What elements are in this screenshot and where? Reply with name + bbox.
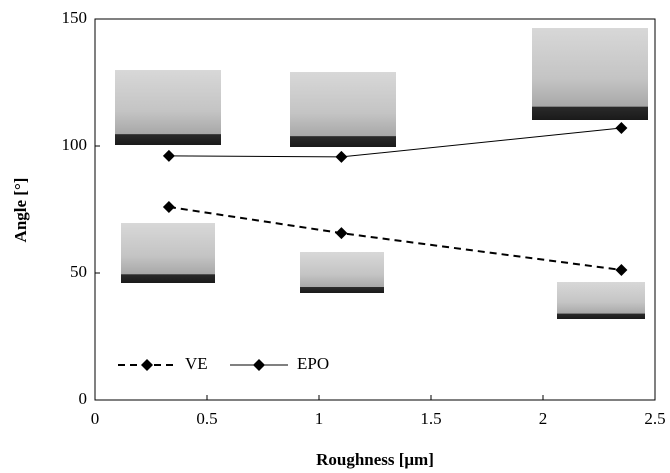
droplet-photo <box>115 70 221 145</box>
y-tick-label: 150 <box>62 8 88 27</box>
x-axis-title: Roughness [μm] <box>316 450 434 469</box>
point-marker <box>335 227 348 240</box>
series-line <box>168 205 622 271</box>
point-marker <box>162 149 175 162</box>
y-tick-label: 50 <box>70 262 87 281</box>
x-tick-label: 1 <box>315 409 324 428</box>
droplet-photo <box>300 252 384 293</box>
droplet-photo <box>557 282 645 319</box>
legend-label: EPO <box>297 354 329 373</box>
point-marker <box>615 121 628 134</box>
droplet-photo <box>290 72 396 147</box>
x-tick-label: 0 <box>91 409 100 428</box>
plot-frame <box>94 18 656 401</box>
y-axis-title: Angle [°] <box>11 178 30 243</box>
point-marker <box>615 263 628 276</box>
point-marker <box>162 200 175 213</box>
legend-label: VE <box>185 354 208 373</box>
point-marker <box>335 150 348 163</box>
y-tick-label: 100 <box>62 135 88 154</box>
y-tick-label: 0 <box>79 389 88 408</box>
x-tick-label: 2 <box>539 409 548 428</box>
x-tick-label: 0.5 <box>196 409 217 428</box>
legend-marker <box>253 359 265 371</box>
legend-marker <box>141 359 153 371</box>
droplet-photo <box>121 223 215 283</box>
x-tick-label: 2.5 <box>644 409 665 428</box>
x-tick-label: 1.5 <box>420 409 441 428</box>
droplet-photo <box>532 28 648 120</box>
droplet-photos <box>115 28 648 319</box>
